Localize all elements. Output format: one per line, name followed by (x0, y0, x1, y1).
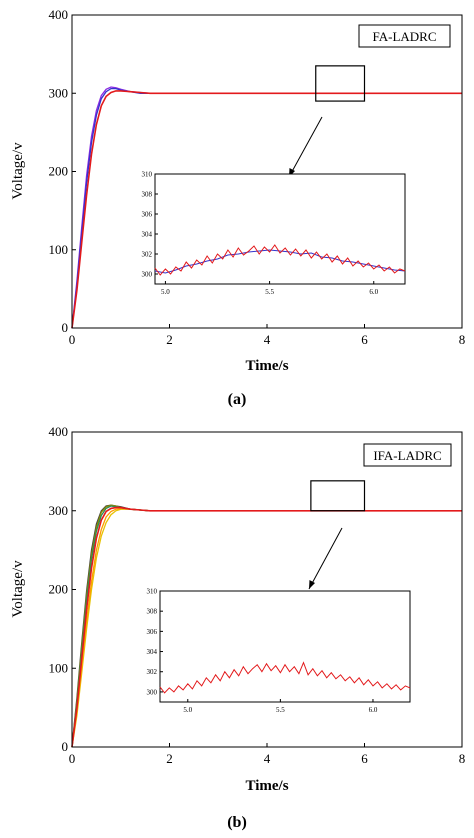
chart-a-xtick-label: 8 (459, 332, 466, 347)
chart-b-xlabel: Time/s (245, 778, 288, 794)
chart-b-inset-xtick-label: 5.5 (276, 706, 285, 714)
chart-a-ytick-label: 200 (49, 164, 69, 179)
chart-a-legend-label: FA-LADRC (372, 29, 436, 44)
chart-b-xtick-label: 0 (69, 751, 76, 766)
chart-a-inset-ytick-label: 304 (142, 231, 153, 239)
chart-b-ticks: 0 2 4 6 8 0 100 200 300 400 (49, 424, 466, 766)
chart-a-inset-xtick-label: 6.0 (369, 288, 378, 296)
chart-b-inset-ytick-label: 310 (147, 588, 158, 596)
chart-b-arrow-head (309, 580, 315, 589)
chart-b-series-layer (71, 504, 462, 748)
chart-a-xtick-label: 6 (361, 332, 368, 347)
chart-a-zoom-box-layer (315, 65, 366, 102)
chart-a-series-red-line (71, 90, 462, 329)
chart-b-zoom-box-layer (310, 480, 366, 512)
chart-b-ytick-label: 300 (49, 503, 69, 518)
chart-b-subcaption: (b) (227, 814, 247, 831)
chart-a-inset-ytick-label: 302 (142, 251, 153, 259)
chart-a-inset: 5.0 5.5 6.0 300 302 304 306 308 310 (142, 171, 406, 297)
chart-b-xtick-label: 6 (361, 751, 368, 766)
chart-b-inset-xtick-label: 6.0 (369, 706, 378, 714)
chart-b-zoom-box (310, 480, 366, 512)
chart-b-inset-ytick-label: 300 (147, 688, 158, 696)
chart-a-zoom-arrow (288, 116, 323, 178)
chart-a-inset-ytick-label: 306 (142, 211, 153, 219)
chart-a-ytick-label: 100 (49, 242, 69, 257)
chart-a-xtick-label: 2 (166, 332, 173, 347)
chart-b-inset-series-layer (159, 661, 411, 694)
chart-b-ytick-label: 200 (49, 582, 69, 597)
chart-a-ticks: 0 2 4 6 8 0 100 200 300 400 (49, 7, 466, 347)
chart-a-xlabel: Time/s (245, 358, 288, 374)
chart-a-subcaption: (a) (228, 391, 247, 408)
chart-b-inset-ytick-label: 306 (147, 628, 158, 636)
chart-a-inset-ticks: 5.0 5.5 6.0 300 302 304 306 308 310 (142, 171, 379, 297)
chart-b-legend-label: IFA-LADRC (373, 448, 441, 463)
chart-b-xtick-label: 2 (166, 751, 173, 766)
chart-a-inset-ytick-label: 310 (142, 171, 153, 179)
chart-a-ytick-label: 300 (49, 85, 69, 100)
chart-a-ytick-label: 400 (49, 7, 69, 22)
chart-b-inset-series-red-line (159, 661, 411, 694)
chart-a-series-layer (71, 86, 462, 329)
chart-a-zoom-box (315, 65, 366, 102)
chart-b-legend-box (363, 443, 452, 467)
chart-b-inset-ytick-label: 302 (147, 668, 158, 676)
chart-b-ylabel: Voltage/v (10, 560, 26, 618)
chart-b-ytick-label: 400 (49, 424, 69, 439)
chart-b-ytick-label: 0 (62, 739, 69, 754)
chart-a-ytick-label: 0 (62, 320, 69, 335)
chart-a-inset-series-red-line (154, 244, 406, 276)
chart-a-inset-xtick-label: 5.5 (265, 288, 274, 296)
chart-b-inset-ticks: 5.0 5.5 6.0 300 302 304 306 308 310 (147, 588, 378, 715)
chart-a-legend-box (358, 24, 451, 48)
chart-b: 0 2 4 6 8 0 100 200 300 400 5.0 5.5 6.0 300 302 304 306… (10, 424, 465, 831)
chart-b-inset-frame (159, 590, 411, 703)
chart-a: 0 2 4 6 8 0 100 200 300 400 5.0 5.5 6.0 300 302 304 306… (10, 7, 465, 408)
chart-a-xtick-label: 0 (69, 332, 76, 347)
chart-a-inset-frame (154, 173, 406, 285)
chart-a-xtick-label: 4 (264, 332, 271, 347)
chart-b-xtick-label: 8 (459, 751, 466, 766)
chart-a-inset-series-layer (154, 244, 406, 276)
chart-b-inset-ytick-label: 308 (147, 608, 158, 616)
chart-b-inset-ytick-label: 304 (147, 648, 158, 656)
chart-b-inset-xtick-label: 5.0 (183, 706, 192, 714)
chart-a-inset-ytick-label: 300 (142, 271, 153, 279)
chart-a-inset-ytick-label: 308 (142, 191, 153, 199)
chart-b-inset: 5.0 5.5 6.0 300 302 304 306 308 310 (147, 588, 411, 715)
chart-b-ytick-label: 100 (49, 660, 69, 675)
chart-b-zoom-arrow (308, 527, 343, 590)
chart-a-inset-xtick-label: 5.0 (161, 288, 170, 296)
chart-b-series-red-line (71, 506, 462, 748)
chart-a-inset-series-blue-line (154, 249, 406, 274)
chart-b-xtick-label: 4 (264, 751, 271, 766)
chart-a-ylabel: Voltage/v (10, 142, 26, 200)
